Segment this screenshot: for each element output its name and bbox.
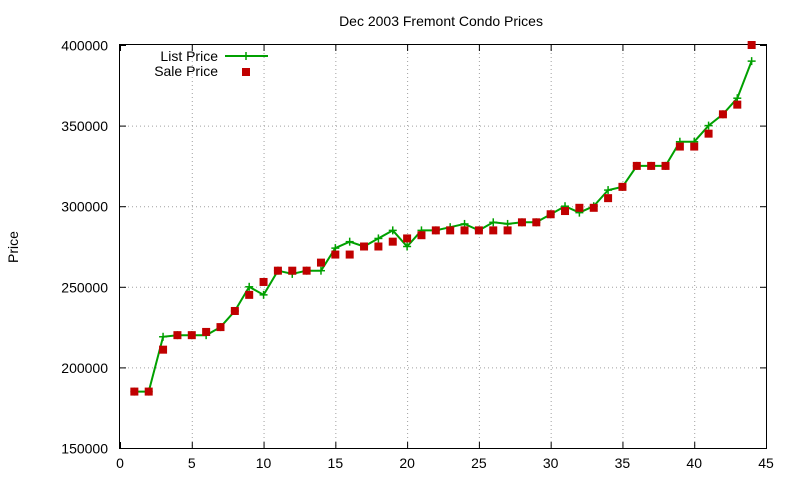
- data-point-1: [503, 226, 512, 235]
- data-point-0: [388, 226, 397, 235]
- y-tick-label: 150000: [61, 441, 108, 457]
- series-lines: [134, 60, 753, 393]
- x-tick-label: 30: [543, 455, 559, 471]
- data-point-0: [403, 242, 412, 251]
- data-point-1: [532, 218, 541, 227]
- data-point-1: [316, 258, 325, 267]
- y-axis-label: Price: [5, 231, 21, 263]
- data-point-1: [661, 161, 670, 170]
- data-point-0: [159, 332, 168, 341]
- data-point-1: [130, 387, 139, 396]
- chart-grid: [120, 45, 766, 448]
- x-tick-label: 35: [615, 455, 631, 471]
- data-point-1: [288, 266, 297, 275]
- data-point-1: [403, 234, 412, 243]
- data-point-1: [718, 110, 727, 119]
- data-point-1: [474, 226, 483, 235]
- data-point-0: [704, 121, 713, 130]
- chart-title: Dec 2003 Fremont Condo Prices: [339, 13, 543, 29]
- x-tick-label: 45: [758, 455, 774, 471]
- data-point-1: [388, 237, 397, 246]
- data-point-1: [747, 41, 756, 49]
- data-point-0: [489, 218, 498, 227]
- x-tick-label: 0: [116, 455, 124, 471]
- data-point-1: [733, 100, 742, 109]
- data-point-1: [144, 387, 153, 396]
- series-points: [130, 41, 756, 396]
- data-point-0: [259, 290, 268, 299]
- data-point-1: [647, 161, 656, 170]
- x-tick-label: 40: [686, 455, 702, 471]
- data-point-1: [704, 129, 713, 138]
- data-point-0: [747, 57, 756, 66]
- data-point-0: [316, 266, 325, 275]
- data-point-1: [187, 331, 196, 340]
- data-point-0: [604, 186, 613, 195]
- legend-label-sale-price: Sale Price: [154, 63, 218, 79]
- data-point-0: [374, 234, 383, 243]
- legend: List Price Sale Price: [154, 48, 268, 79]
- data-point-1: [517, 218, 526, 227]
- data-point-1: [173, 331, 182, 340]
- data-point-1: [360, 242, 369, 251]
- x-tick-label: 25: [471, 455, 487, 471]
- data-point-1: [675, 142, 684, 151]
- x-tick-label: 20: [399, 455, 415, 471]
- series-line-0: [134, 60, 753, 393]
- data-point-1: [575, 203, 584, 212]
- data-point-1: [273, 266, 282, 275]
- x-tick-label: 5: [188, 455, 196, 471]
- legend-marker-list-price: [242, 52, 250, 60]
- data-point-1: [216, 323, 225, 332]
- legend-label-list-price: List Price: [160, 48, 218, 64]
- data-point-1: [374, 242, 383, 251]
- data-point-1: [345, 250, 354, 259]
- data-point-1: [561, 207, 570, 216]
- y-tick-label: 300000: [61, 199, 108, 215]
- data-point-1: [690, 142, 699, 151]
- data-point-1: [331, 250, 340, 259]
- data-point-0: [345, 237, 354, 246]
- y-tick-label: 250000: [61, 279, 108, 295]
- data-point-1: [417, 231, 426, 240]
- x-tick-label: 15: [328, 455, 344, 471]
- data-point-1: [618, 182, 627, 191]
- legend-marker-sale-price: [242, 68, 250, 76]
- data-point-1: [589, 203, 598, 212]
- data-point-1: [489, 226, 498, 235]
- data-point-1: [259, 277, 268, 286]
- y-tick-label: 200000: [61, 360, 108, 376]
- data-point-1: [159, 345, 168, 354]
- data-point-1: [546, 210, 555, 219]
- plot-frame: [119, 44, 767, 449]
- data-point-1: [604, 194, 613, 203]
- x-tick-label: 10: [256, 455, 272, 471]
- data-point-1: [245, 290, 254, 299]
- data-point-1: [302, 266, 311, 275]
- axis-ticks: 0 5 10 15 20 25 30 35 40 45 150000 200000 250000 3000…: [61, 38, 774, 472]
- data-point-1: [460, 226, 469, 235]
- data-point-1: [632, 161, 641, 170]
- data-point-1: [431, 226, 440, 235]
- data-point-1: [202, 327, 211, 336]
- data-point-0: [245, 282, 254, 291]
- y-tick-label: 400000: [61, 38, 108, 54]
- data-point-1: [446, 226, 455, 235]
- y-tick-label: 350000: [61, 118, 108, 134]
- data-point-1: [230, 306, 239, 315]
